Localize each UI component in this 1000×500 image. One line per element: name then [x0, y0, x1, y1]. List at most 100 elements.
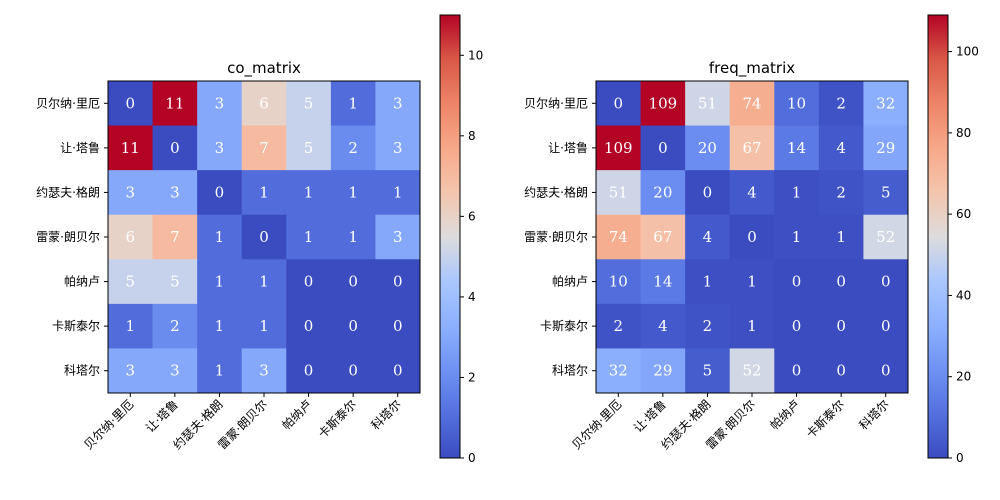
cell-value-label: 4: [703, 228, 713, 246]
heatmap-cell: [330, 303, 376, 349]
heatmap-cell: [286, 214, 332, 260]
cell-value-label: 3: [170, 183, 180, 201]
cell-value-label: 0: [658, 139, 668, 157]
cell-value-label: 1: [259, 317, 269, 335]
heatmap-cell: [108, 303, 154, 349]
colorbar-tick-label: 6: [468, 209, 476, 223]
heatmap-cell: [596, 303, 642, 349]
cell-value-label: 3: [259, 362, 269, 380]
cell-value-label: 2: [170, 317, 180, 335]
heatmap-cell: [685, 348, 731, 394]
colorbar-ticks-freq-matrix: 0 20 40 60 80 100: [948, 45, 979, 465]
cell-value-label: 0: [259, 228, 269, 246]
cell-value-label: 0: [348, 273, 358, 291]
heatmap-cell: [685, 303, 731, 349]
heatmap-cell: [818, 348, 864, 394]
heatmap-cell: [818, 214, 864, 260]
heatmap-cell: [774, 81, 820, 127]
cell-value-label: 1: [703, 273, 713, 291]
heatmap-cell: [241, 125, 287, 171]
cell-value-label: 0: [304, 273, 314, 291]
colorbar-tick-label: 20: [956, 370, 971, 384]
heatmap-cell: [863, 348, 909, 394]
heatmap-cell: [640, 170, 686, 216]
cell-value-label: 0: [881, 273, 891, 291]
cell-value-label: 1: [215, 273, 225, 291]
cell-value-label: 6: [259, 94, 269, 112]
heatmap-cell: [685, 214, 731, 260]
heatmap-cell: [286, 303, 332, 349]
heatmap-cell: [640, 259, 686, 305]
cell-value-label: 4: [836, 139, 846, 157]
heatmap-cell: [774, 348, 820, 394]
cell-value-label: 0: [836, 317, 846, 335]
heatmap-cell: [108, 259, 154, 305]
heatmap-cell: [774, 303, 820, 349]
heatmap-cell: [375, 259, 421, 305]
cell-value-label: 5: [304, 94, 314, 112]
heatmap-cell: [685, 259, 731, 305]
heatmap-cell: [241, 170, 287, 216]
cell-value-label: 0: [348, 362, 358, 380]
cell-value-label: 0: [348, 317, 358, 335]
x-tick-label: 贝尔纳·里厄: [569, 397, 625, 453]
cell-value-label: 0: [881, 317, 891, 335]
cell-value-label: 3: [126, 362, 136, 380]
cell-value-label: 67: [653, 228, 672, 246]
cell-value-label: 4: [658, 317, 668, 335]
colorbar-gradient-freq-matrix: [927, 14, 949, 459]
cell-value-label: 10: [787, 94, 806, 112]
y-tick-label: 贝尔纳·里厄: [524, 95, 588, 110]
heatmap-cell: [863, 303, 909, 349]
colorbar-tick-label: 60: [956, 207, 971, 221]
cell-value-label: 4: [747, 183, 757, 201]
cell-value-label: 32: [609, 362, 628, 380]
heatmap-cell: [640, 125, 686, 171]
cell-value-label: 52: [742, 362, 761, 380]
cell-value-label: 3: [215, 94, 225, 112]
heatmap-cell: [596, 81, 642, 127]
heatmap-cell: [774, 170, 820, 216]
cell-value-label: 32: [876, 94, 895, 112]
heatmap-cell: [152, 348, 198, 394]
heatmap-cell: [863, 81, 909, 127]
colorbar-tick-label: 2: [468, 370, 476, 384]
heatmap-cell: [596, 259, 642, 305]
cell-value-label: 0: [747, 228, 757, 246]
colorbar-tick-label: 40: [956, 288, 971, 302]
heatmap-cell: [152, 170, 198, 216]
heatmap-cell: [241, 81, 287, 127]
cell-value-label: 0: [215, 183, 225, 201]
cell-value-label: 74: [609, 228, 628, 246]
heatmap-cell: [152, 81, 198, 127]
chart-title-freq-matrix: freq_matrix: [709, 59, 795, 78]
heatmap-cell: [375, 81, 421, 127]
heatmap-cell: [774, 125, 820, 171]
heatmap-cell: [330, 170, 376, 216]
heatmap-cell: [286, 259, 332, 305]
heatmap-cell: [640, 81, 686, 127]
cell-value-label: 109: [649, 94, 678, 112]
cell-value-label: 1: [348, 183, 358, 201]
y-tick-label: 卡斯泰尔: [52, 318, 100, 333]
heatmap-cell: [108, 170, 154, 216]
cell-value-label: 29: [876, 139, 895, 157]
cell-value-label: 1: [747, 317, 757, 335]
cell-value-label: 5: [703, 362, 713, 380]
cell-value-label: 3: [215, 139, 225, 157]
heatmap-cell: [197, 170, 243, 216]
heatmap-cell: [375, 125, 421, 171]
heatmap-cell: [640, 303, 686, 349]
heatmap-cell: [729, 170, 775, 216]
heatmap-cell: [152, 259, 198, 305]
cell-value-label: 5: [126, 273, 136, 291]
heatmap-cell: [330, 125, 376, 171]
x-tick-label: 卡斯泰尔: [803, 397, 848, 442]
heatmap-cell: [197, 348, 243, 394]
cell-value-label: 0: [393, 317, 403, 335]
